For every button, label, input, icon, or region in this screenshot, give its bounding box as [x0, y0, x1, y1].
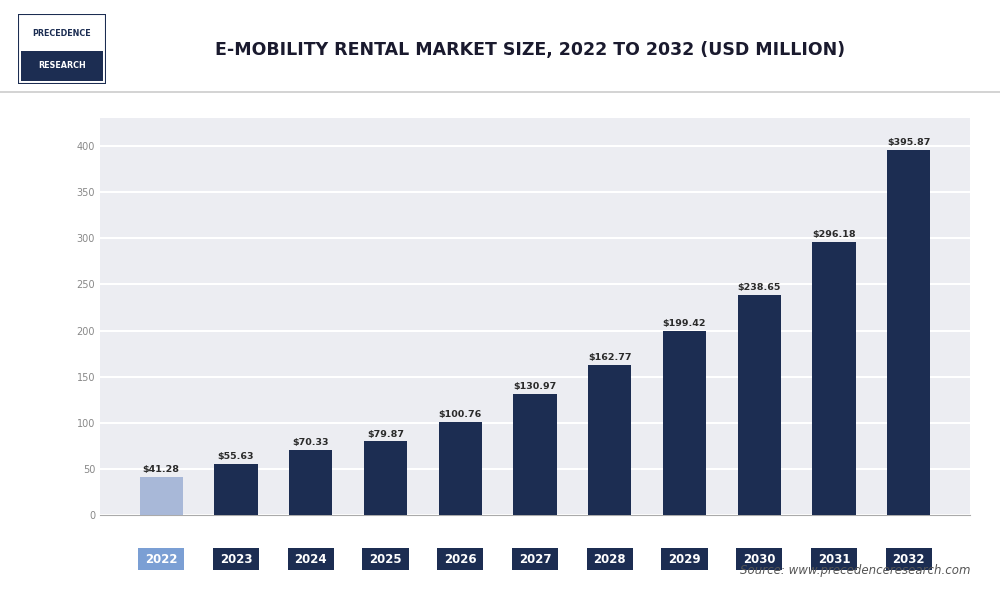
- Text: $100.76: $100.76: [439, 410, 482, 419]
- FancyBboxPatch shape: [512, 548, 558, 570]
- Bar: [21, 17, 103, 49]
- Bar: [289, 450, 332, 515]
- Text: 2027: 2027: [519, 553, 551, 566]
- Text: $296.18: $296.18: [812, 230, 856, 239]
- Text: 2031: 2031: [818, 553, 850, 566]
- Bar: [140, 477, 183, 515]
- Text: 2024: 2024: [294, 553, 327, 566]
- FancyBboxPatch shape: [437, 548, 483, 570]
- Text: 2030: 2030: [743, 553, 776, 566]
- Text: $130.97: $130.97: [513, 382, 557, 391]
- Text: $162.77: $162.77: [588, 353, 632, 362]
- Text: $199.42: $199.42: [663, 319, 706, 329]
- Bar: [887, 150, 930, 515]
- Text: Source: www.precedenceresearch.com: Source: www.precedenceresearch.com: [740, 564, 970, 577]
- Text: E-MOBILITY RENTAL MARKET SIZE, 2022 TO 2032 (USD MILLION): E-MOBILITY RENTAL MARKET SIZE, 2022 TO 2…: [215, 41, 845, 59]
- FancyBboxPatch shape: [811, 548, 857, 570]
- FancyBboxPatch shape: [138, 548, 184, 570]
- FancyBboxPatch shape: [587, 548, 633, 570]
- FancyBboxPatch shape: [213, 548, 259, 570]
- Bar: [214, 464, 258, 515]
- Text: $238.65: $238.65: [738, 283, 781, 292]
- Text: 2022: 2022: [145, 553, 177, 566]
- FancyBboxPatch shape: [886, 548, 932, 570]
- Text: $55.63: $55.63: [218, 452, 254, 461]
- Text: $79.87: $79.87: [367, 430, 404, 439]
- Bar: [513, 394, 557, 515]
- Bar: [364, 442, 407, 515]
- Bar: [439, 422, 482, 515]
- Text: 2029: 2029: [668, 553, 701, 566]
- Text: 2028: 2028: [593, 553, 626, 566]
- Bar: [588, 365, 631, 515]
- FancyBboxPatch shape: [736, 548, 782, 570]
- Bar: [21, 50, 103, 81]
- Text: 2032: 2032: [893, 553, 925, 566]
- Bar: [812, 242, 856, 515]
- Text: PRECEDENCE: PRECEDENCE: [33, 28, 91, 37]
- Text: $395.87: $395.87: [887, 138, 930, 147]
- FancyBboxPatch shape: [362, 548, 409, 570]
- FancyBboxPatch shape: [661, 548, 708, 570]
- Text: 2023: 2023: [220, 553, 252, 566]
- Text: 2026: 2026: [444, 553, 477, 566]
- Text: RESEARCH: RESEARCH: [38, 61, 86, 70]
- Text: 2025: 2025: [369, 553, 402, 566]
- Bar: [663, 331, 706, 515]
- Text: $70.33: $70.33: [292, 439, 329, 448]
- Bar: [738, 295, 781, 515]
- Text: $41.28: $41.28: [143, 465, 180, 474]
- FancyBboxPatch shape: [288, 548, 334, 570]
